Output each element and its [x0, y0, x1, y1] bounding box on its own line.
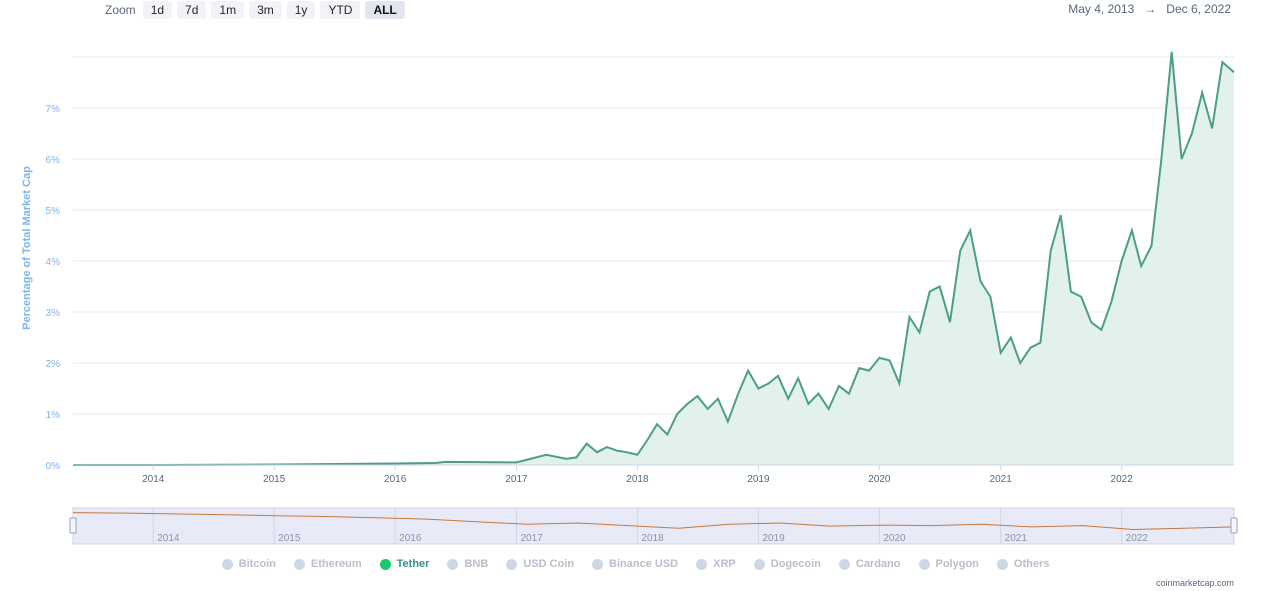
y-tick-label: 7% — [46, 104, 61, 115]
legend-label: Tether — [396, 558, 430, 570]
x-tick-labels: 2014 2015 2016 2017 2018 2019 2020 2021 2022 — [142, 465, 1133, 485]
x-tick-label: 2022 — [1111, 474, 1134, 485]
legend-item-polygon[interactable]: Polygon — [918, 558, 979, 570]
legend: Bitcoin Ethereum Tether BNB USD Coin Bin… — [0, 558, 1271, 570]
legend-label: USD Coin — [523, 558, 575, 570]
tether-area-fill — [73, 51, 1234, 466]
legend-item-cardano[interactable]: Cardano — [838, 558, 901, 570]
legend-dot-icon — [447, 558, 459, 570]
legend-label: XRP — [713, 558, 736, 570]
area-chart: 0% 1% 2% 3% 4% 5% 6% 7% Percentage of Total Mar… — [21, 51, 1238, 545]
navigator-tick-label: 2022 — [1126, 533, 1149, 544]
legend-dot-icon — [221, 558, 233, 570]
zoom-all-button[interactable]: ALL — [365, 0, 405, 19]
zoom-1m-button[interactable]: 1m — [211, 0, 245, 19]
zoom-1d-button[interactable]: 1d — [142, 0, 173, 19]
legend-item-binance-usd[interactable]: Binance USD — [592, 558, 678, 570]
navigator-tick-label: 2018 — [641, 533, 664, 544]
y-tick-label: 6% — [46, 155, 61, 166]
navigator-right-handle[interactable] — [1230, 517, 1238, 534]
navigator-tick-label: 2020 — [883, 533, 906, 544]
navigator-background[interactable] — [72, 507, 1235, 545]
zoom-ytd-button[interactable]: YTD — [320, 0, 361, 19]
y-tick-labels: 0% 1% 2% 3% 4% 5% 6% 7% — [46, 104, 61, 472]
tether-series-line — [73, 51, 1235, 466]
legend-label: Cardano — [855, 558, 901, 570]
legend-label: Binance USD — [609, 558, 679, 570]
zoom-3m-button[interactable]: 3m — [249, 0, 282, 19]
navigator-line — [72, 512, 1235, 531]
navigator-tick-label: 2019 — [762, 533, 785, 544]
legend-label: Others — [1013, 558, 1050, 570]
legend-label: BNB — [464, 558, 489, 570]
legend-item-dogecoin[interactable]: Dogecoin — [753, 558, 821, 570]
zoom-7d-button[interactable]: 7d — [177, 0, 207, 19]
navigator-left-handle[interactable] — [69, 517, 77, 534]
legend-label: Dogecoin — [770, 558, 821, 570]
x-tick-label: 2019 — [747, 474, 770, 485]
range-to[interactable]: Dec 6, 2022 — [1166, 2, 1231, 16]
x-tick-label: 2020 — [868, 474, 891, 485]
navigator-tick-label: 2015 — [278, 533, 301, 544]
range-from[interactable]: May 4, 2013 — [1068, 2, 1135, 16]
navigator-tick-label: 2014 — [157, 533, 180, 544]
y-axis-label: Percentage of Total Market Cap — [21, 166, 33, 330]
legend-dot-icon — [379, 558, 391, 570]
legend-label: Polygon — [935, 558, 979, 570]
legend-item-xrp[interactable]: XRP — [696, 558, 736, 570]
legend-dot-icon — [696, 558, 708, 570]
legend-label: Ethereum — [310, 558, 362, 570]
zoom-label: Zoom — [105, 2, 136, 17]
legend-item-tether[interactable]: Tether — [379, 558, 430, 570]
x-tick-label: 2014 — [142, 474, 165, 485]
y-tick-label: 4% — [46, 257, 61, 268]
legend-label: Bitcoin — [238, 558, 276, 570]
y-tick-label: 5% — [46, 206, 61, 217]
source-credit: coinmarketcap.com — [1155, 578, 1234, 588]
x-tick-label: 2021 — [990, 474, 1013, 485]
legend-item-bitcoin[interactable]: Bitcoin — [221, 558, 276, 570]
legend-dot-icon — [753, 558, 765, 570]
x-tick-label: 2018 — [626, 474, 649, 485]
legend-item-others[interactable]: Others — [996, 558, 1050, 570]
y-tick-label: 2% — [46, 359, 61, 370]
zoom-bar: Zoom 1d 7d 1m 3m 1y YTD ALL — [105, 0, 405, 19]
legend-dot-icon — [293, 558, 305, 570]
legend-dot-icon — [506, 558, 518, 570]
x-tick-label: 2017 — [505, 474, 528, 485]
navigator-tick-label: 2017 — [520, 533, 543, 544]
zoom-1y-button[interactable]: 1y — [286, 0, 316, 19]
legend-item-bnb[interactable]: BNB — [447, 558, 488, 570]
date-range: May 4, 2013 → Dec 6, 2022 — [1068, 2, 1231, 16]
range-arrow: → — [1144, 2, 1157, 16]
x-tick-label: 2015 — [263, 474, 286, 485]
navigator: 2014 2015 2016 2017 2018 2019 2020 2021 2022 — [69, 507, 1238, 545]
legend-dot-icon — [918, 558, 930, 570]
navigator-tick-label: 2021 — [1005, 533, 1028, 544]
y-tick-label: 0% — [46, 461, 61, 472]
legend-dot-icon — [996, 558, 1008, 570]
x-tick-label: 2016 — [384, 474, 407, 485]
y-tick-label: 3% — [46, 308, 61, 319]
legend-item-usd-coin[interactable]: USD Coin — [506, 558, 574, 570]
legend-item-ethereum[interactable]: Ethereum — [293, 558, 362, 570]
y-tick-label: 1% — [46, 410, 61, 421]
legend-dot-icon — [838, 558, 850, 570]
legend-dot-icon — [592, 558, 604, 570]
navigator-tick-label: 2016 — [399, 533, 422, 544]
